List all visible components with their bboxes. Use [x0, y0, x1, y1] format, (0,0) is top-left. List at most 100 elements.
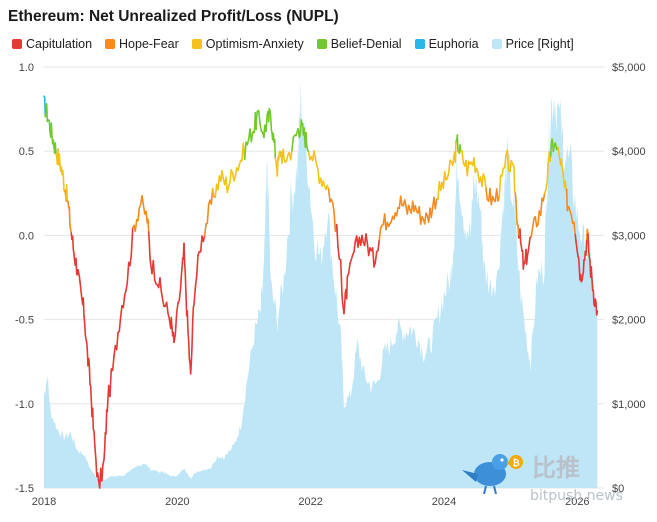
nupl-segment — [72, 248, 75, 256]
bird-logo-icon — [462, 454, 515, 495]
nupl-segment — [183, 263, 187, 275]
nupl-segment — [203, 223, 207, 237]
nupl-segment — [575, 240, 578, 248]
legend-swatch-optimism-anxiety — [191, 39, 202, 49]
y-right-tick-label: $3,000 — [612, 230, 646, 242]
nupl-segment — [299, 128, 302, 136]
nupl-segment — [65, 184, 69, 202]
nupl-segment — [282, 148, 285, 160]
nupl-segment — [58, 153, 61, 166]
nupl-segment — [89, 385, 93, 401]
nupl-segment — [546, 163, 549, 183]
nupl-segment — [322, 180, 326, 188]
nupl-segment — [109, 368, 113, 398]
legend-item-price[interactable]: Price [Right] — [491, 37, 574, 51]
nupl-segment — [187, 340, 191, 360]
legend-item-euphoria[interactable]: Euphoria — [414, 37, 479, 51]
nupl-segment — [265, 113, 269, 123]
legend-swatch-belief-denial — [316, 39, 327, 49]
x-tick-label: 2022 — [298, 496, 322, 508]
nupl-segment — [539, 197, 543, 217]
nupl-segment — [48, 120, 51, 133]
nupl-segment — [93, 430, 96, 448]
nupl-segment — [71, 235, 75, 250]
nupl-segment — [531, 217, 535, 229]
nupl-segment — [175, 301, 179, 314]
nupl-segment — [191, 306, 195, 323]
nupl-segment — [269, 109, 272, 118]
nupl-segment — [87, 357, 91, 366]
nupl-segment — [570, 214, 574, 225]
legend-item-hope-fear[interactable]: Hope-Fear — [105, 37, 179, 51]
nupl-segment — [345, 275, 349, 300]
legend-item-belief-denial[interactable]: Belief-Denial — [316, 37, 402, 51]
nupl-segment — [269, 116, 273, 131]
nupl-segment — [253, 126, 256, 134]
nupl-segment — [129, 254, 133, 267]
nupl-segment — [305, 131, 308, 146]
legend-item-optimism-anxiety[interactable]: Optimism-Anxiety — [191, 37, 304, 51]
nupl-segment — [83, 322, 87, 336]
nupl-segment — [118, 315, 122, 333]
price-area — [44, 80, 598, 488]
nupl-segment — [75, 257, 78, 276]
nupl-segment — [119, 304, 123, 318]
nupl-segment — [314, 156, 318, 166]
nupl-segment — [414, 205, 418, 213]
nupl-segment — [434, 198, 438, 210]
nupl-segment — [257, 109, 261, 124]
legend-item-capitulation[interactable]: Capitulation — [12, 37, 92, 51]
nupl-segment — [91, 407, 95, 431]
nupl-segment — [592, 289, 595, 305]
nupl-segment — [525, 255, 529, 265]
nupl-segment — [80, 292, 83, 301]
nupl-segment — [82, 297, 85, 317]
nupl-segment — [365, 233, 369, 244]
nupl-segment — [170, 316, 173, 329]
y-right-tick-label: $0 — [612, 483, 624, 495]
y-left-tick-label: 0.5 — [19, 146, 34, 158]
nupl-segment — [506, 149, 510, 172]
nupl-segment — [95, 458, 98, 478]
nupl-segment — [561, 168, 565, 177]
legend-label-capitulation: Capitulation — [26, 37, 93, 51]
nupl-segment — [50, 122, 53, 138]
nupl-segment — [193, 287, 197, 306]
nupl-segment — [514, 192, 517, 202]
x-tick-label: 2024 — [432, 496, 456, 508]
nupl-segment — [147, 218, 150, 233]
nupl-segment — [62, 175, 65, 191]
nupl-segment — [564, 180, 567, 191]
nupl-segment — [221, 170, 225, 180]
nupl-segment — [473, 157, 477, 174]
nupl-segment — [485, 187, 489, 201]
nupl-segment — [226, 185, 230, 194]
nupl-segment — [560, 158, 563, 167]
nupl-segment — [562, 175, 565, 183]
y-left-tick-label: 1.0 — [19, 62, 34, 74]
nupl-segment — [549, 155, 552, 162]
nupl-segment — [340, 275, 343, 296]
nupl-segment — [115, 331, 119, 351]
nupl-segment — [250, 131, 254, 143]
nupl-segment — [451, 155, 455, 167]
nupl-segment — [339, 259, 343, 277]
nupl-segment — [142, 203, 146, 215]
nupl-segment — [184, 272, 187, 296]
nupl-segment — [315, 164, 319, 171]
y-left-tick-label: -1.0 — [15, 399, 34, 411]
nupl-segment — [313, 150, 317, 159]
nupl-segment — [275, 161, 278, 169]
legend-swatch-price — [491, 39, 502, 49]
nupl-segment — [199, 235, 203, 253]
axes: 1.0 $5,000 0.5 $4,000 0.0 $3,000 -0.5 $2,000 -1.… — [15, 62, 646, 508]
x-tick-label: 2026 — [565, 496, 589, 508]
y-right-tick-label: $5,000 — [612, 62, 646, 74]
nupl-segment — [577, 257, 581, 270]
nupl-segment — [152, 259, 156, 282]
nupl-segment — [503, 154, 507, 169]
y-right-tick-label: $1,000 — [612, 399, 646, 411]
nupl-segment — [167, 312, 171, 320]
nupl-segment — [303, 127, 306, 139]
